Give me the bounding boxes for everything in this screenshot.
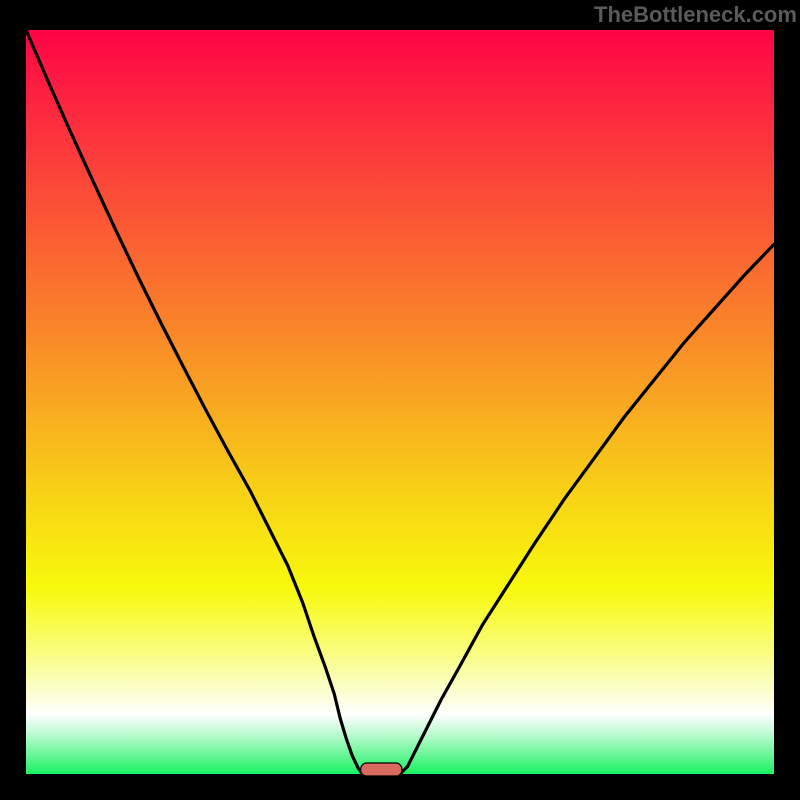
optimal-marker (361, 763, 402, 776)
chart-container: TheBottleneck.com (0, 0, 800, 800)
plot-background (26, 30, 774, 774)
bottleneck-chart (0, 0, 800, 800)
